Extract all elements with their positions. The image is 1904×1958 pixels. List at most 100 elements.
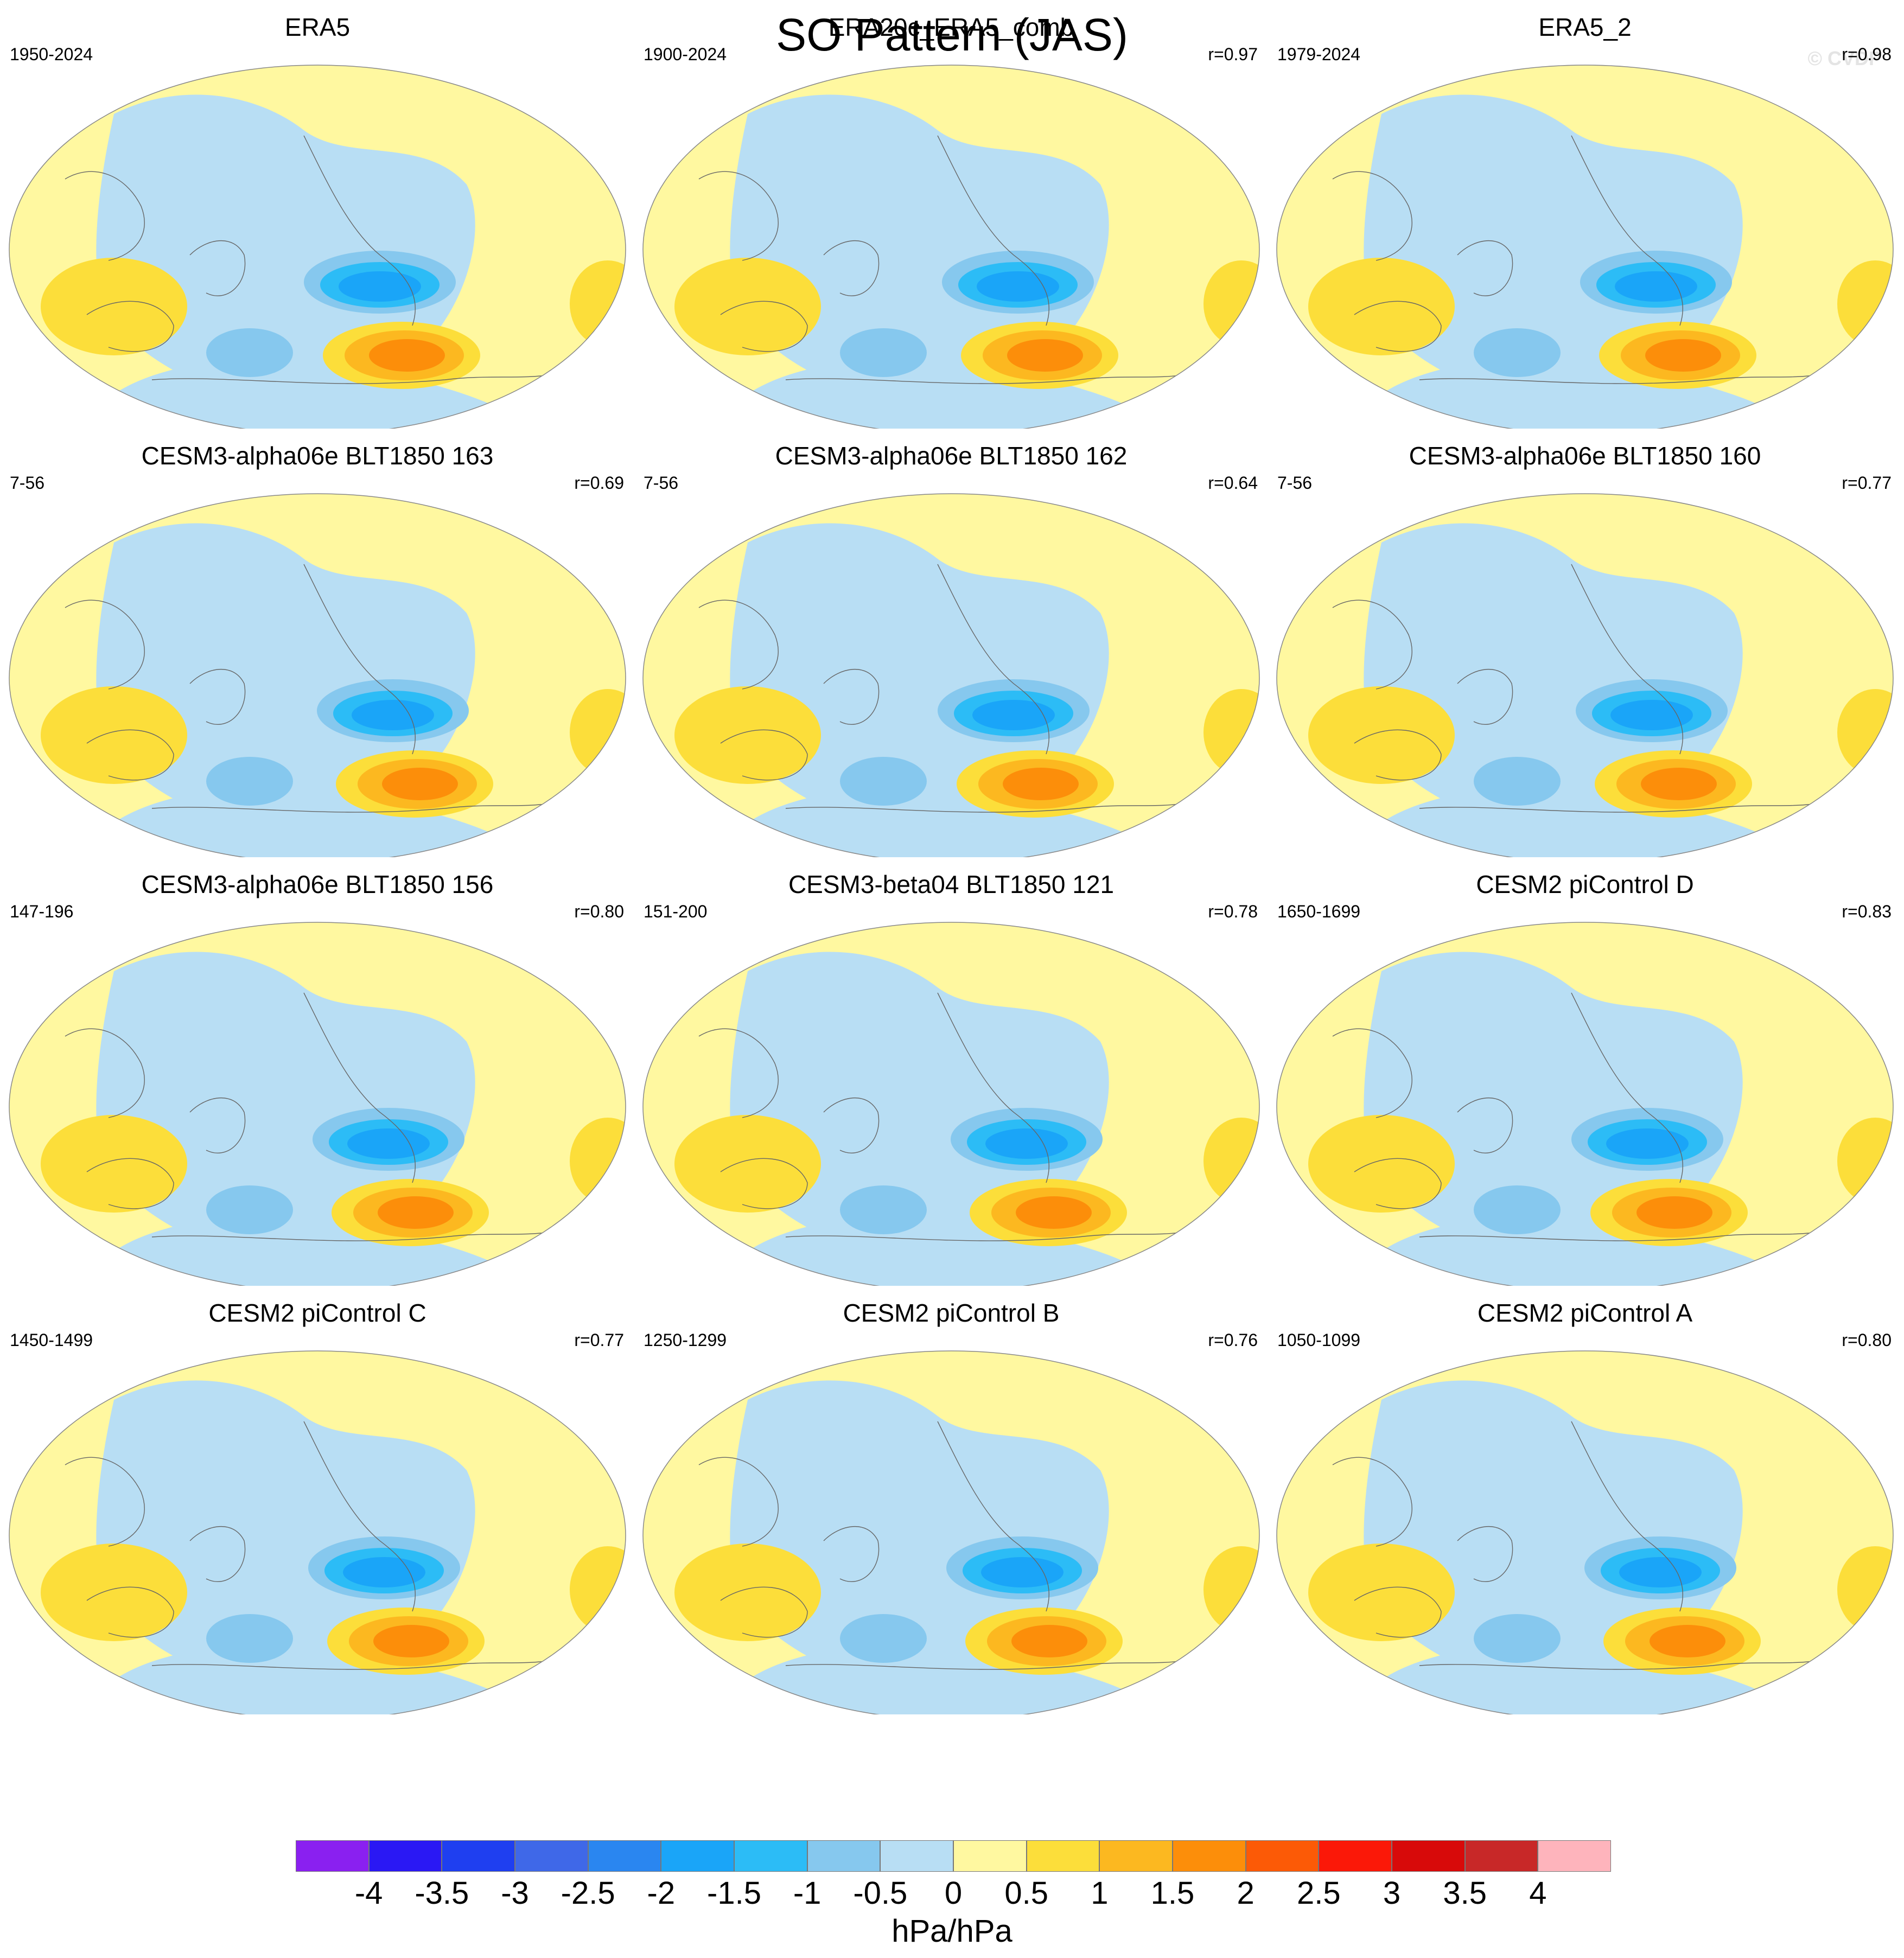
coastline [86,301,174,352]
southern-ocean-region [109,359,532,429]
negative-anomaly-region [730,952,1109,1257]
map-border [642,65,1260,429]
panel-correlation: r=0.98 [1842,44,1892,64]
map-border [9,65,626,429]
coastline [1332,1457,1412,1547]
negative-anomaly-contour [840,328,927,377]
atlantic-positive-region [1837,1118,1893,1204]
atlantic-positive-region [1203,260,1259,347]
australia-positive-region [674,686,821,784]
panel-title: ERA20c_ERA5_comb [828,13,1074,41]
colorbar-tick-label: 1.5 [1150,1876,1195,1911]
coastline [1457,1098,1513,1153]
coastline [65,1028,145,1118]
panel-period: 7-56 [644,473,679,493]
coastline [1457,669,1513,725]
colorbar-tick-label: -2.5 [561,1876,615,1911]
colorbar-tick-label: 4 [1529,1876,1547,1911]
coastline [1571,992,1683,1183]
negative-anomaly-region [730,94,1109,399]
colorbar-tick-label: 0.5 [1004,1876,1048,1911]
panel-title: ERA5 [284,13,351,41]
atlantic-positive-region [1203,1546,1259,1633]
atlantic-positive-region [1837,689,1893,776]
positive-anomaly-core [369,339,445,372]
coastline [65,171,145,261]
negative-anomaly-contour [840,757,927,806]
colorbar-tick-label: 3 [1383,1876,1401,1911]
negative-anomaly-core [347,1128,430,1159]
colorbar-tick-label: 1 [1091,1876,1109,1911]
coastline [937,135,1049,326]
map-panel: CESM3-alpha06e BLT1850 156 147-196 r=0.80 [0,857,635,1286]
panel-title: CESM3-alpha06e BLT1850 156 [141,870,494,898]
coastline [785,802,1188,813]
panel-period: 151-200 [644,902,708,921]
map-border [1276,922,1894,1286]
map-panel: CESM3-beta04 BLT1850 121 151-200 r=0.78 [634,857,1269,1286]
negative-anomaly-core [1606,1128,1689,1159]
negative-anomaly-region [96,1380,475,1685]
colorbar-swatch [661,1840,734,1872]
panel-title: CESM2 piControl D [1476,870,1694,898]
map-border [1276,65,1894,429]
positive-anomaly-core [1636,1196,1712,1229]
map-panel: CESM3-alpha06e BLT1850 160 7-56 r=0.77 [1268,429,1902,857]
coastline [1354,301,1442,352]
map-border [9,1350,626,1714]
coastline [1419,1231,1822,1241]
southern-ocean-region [742,1644,1166,1714]
colorbar-tick-label: 2 [1237,1876,1255,1911]
map-svg [9,493,626,857]
southern-ocean-region [1376,359,1799,429]
coastline [785,374,1188,384]
positive-anomaly-core [382,768,458,800]
negative-anomaly-core [339,271,421,302]
southern-ocean-region [1376,787,1799,857]
atlantic-positive-region [570,1118,626,1204]
colorbar-swatch [368,1840,442,1872]
map-panel: CESM3-alpha06e BLT1850 163 7-56 r=0.69 [0,429,635,857]
panel-correlation: r=0.83 [1842,902,1892,921]
map-panel: CESM3-alpha06e BLT1850 162 7-56 r=0.64 [634,429,1269,857]
positive-anomaly-core [373,1625,449,1657]
map-panel: ERA5_2 1979-2024 r=0.98 [1268,0,1902,429]
positive-anomaly-core [1003,768,1079,800]
coastline [720,1158,808,1209]
coastline [86,1586,174,1638]
coastline [698,171,779,261]
atlantic-positive-region [570,689,626,776]
coastline [720,301,808,352]
atlantic-positive-region [1203,689,1259,776]
negative-anomaly-contour [840,1614,927,1663]
negative-anomaly-contour [1474,328,1561,377]
coastline [303,564,416,755]
negative-anomaly-core [343,1557,425,1587]
coastline [720,729,808,781]
coastline [1457,1526,1513,1582]
positive-anomaly-core [1011,1625,1087,1657]
positive-anomaly-core [378,1196,454,1229]
colorbar-swatch [1099,1840,1173,1872]
colorbar-tick-label: -3.5 [415,1876,469,1911]
negative-anomaly-contour [1474,1185,1561,1234]
australia-positive-region [674,258,821,355]
australia-positive-region [674,1115,821,1213]
panel-correlation: r=0.97 [1208,44,1258,64]
coastline [698,1028,779,1118]
panel-title: CESM3-alpha06e BLT1850 160 [1409,442,1761,470]
positive-anomaly-core [1645,339,1721,372]
coastline [65,599,145,690]
australia-positive-region [674,1544,821,1641]
australia-positive-region [41,686,187,784]
colorbar-tick-label: -0.5 [853,1876,908,1911]
cvdp-watermark: © CVDP [1807,47,1882,69]
coastline [151,802,554,813]
panel-correlation: r=0.76 [1208,1330,1258,1350]
coastline [1419,374,1822,384]
panel-period: 1650-1699 [1277,902,1361,921]
coastline [86,1158,174,1209]
map-svg [1276,493,1894,857]
panel-title: CESM3-alpha06e BLT1850 162 [775,442,1128,470]
colorbar-swatch [296,1840,369,1872]
